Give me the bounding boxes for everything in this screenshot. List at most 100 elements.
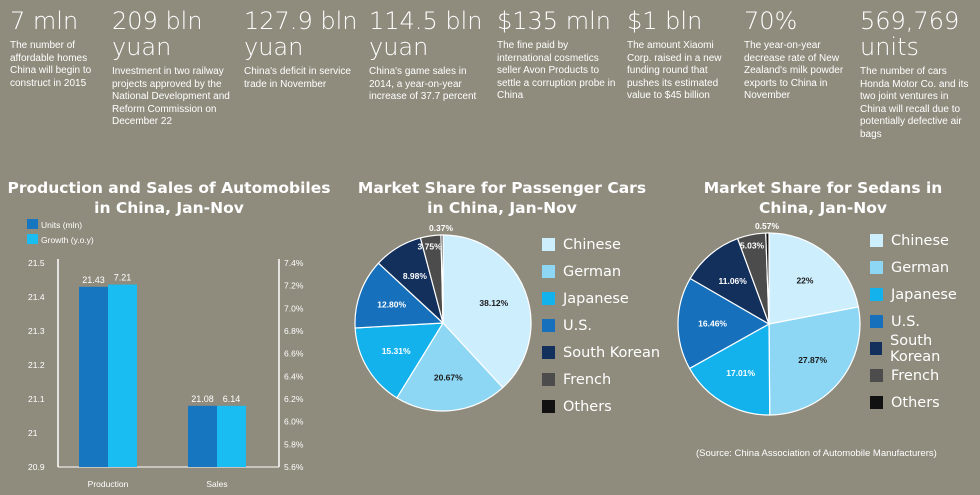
pie-chart-2-legend: Chinese German Japanese U.S. South Korean Fre… <box>870 227 980 416</box>
stat-description: The number of affordable homes China wil… <box>10 40 92 89</box>
left-axis-tick-label: 21.1 <box>28 394 45 404</box>
legend-label: Chinese <box>563 236 621 253</box>
legend-swatch <box>542 292 555 305</box>
stat-5: $1 bln The amount Xiaomi Corp. raised in… <box>627 8 735 103</box>
right-axis-tick-label: 5.6% <box>284 462 304 472</box>
legend-label: French <box>563 371 612 388</box>
pie-value-label: 38.12% <box>479 298 508 308</box>
pie-slice-others <box>440 234 444 324</box>
x-category-label: Sales <box>206 479 227 489</box>
pie-value-label: 12.80% <box>377 300 406 310</box>
legend-swatch <box>870 396 883 409</box>
legend-label: Japanese <box>563 290 629 307</box>
legend-item: South Korean <box>870 332 980 365</box>
pie-slice-others <box>765 232 770 325</box>
stat-value: 114.5 bln yuan <box>369 7 483 61</box>
legend-swatch <box>542 373 555 386</box>
pie-slice-chinese <box>442 234 532 389</box>
right-axis-tick-label: 6.6% <box>284 349 304 359</box>
stat-value: 209 bln yuan <box>112 7 203 61</box>
pie-chart-1-legend: Chinese German Japanese U.S. South Korean Fre… <box>542 231 660 420</box>
pie-value-label: 8.98% <box>403 271 428 281</box>
legend-label: Others <box>563 398 612 415</box>
pie-slice-german <box>768 306 861 416</box>
legend-label: Japanese <box>891 286 957 303</box>
legend-item: German <box>542 258 660 285</box>
stat-2: 127.9 bln yuan China's deficit in servic… <box>244 8 362 91</box>
stat-description: Investment in two railway projects appro… <box>112 66 230 127</box>
legend-label: Others <box>891 394 940 411</box>
bar-chart: Units (mln) Growth (y.o.y) 21.5 21.4 21.3 2… <box>27 219 304 489</box>
pie-value-label: 22% <box>796 276 813 286</box>
right-axis-tick-label: 5.8% <box>284 439 304 449</box>
stat-description: The number of cars Honda Motor Co. and i… <box>860 66 969 140</box>
pie-value-label: 5.03% <box>740 240 765 250</box>
pie-value-label: 0.57% <box>755 221 780 231</box>
left-axis-tick-label: 20.9 <box>28 462 45 472</box>
legend-swatch <box>542 346 555 359</box>
bar-value-label: 21.08 <box>191 394 214 404</box>
legend-item: Japanese <box>542 285 660 312</box>
legend-label: German <box>563 263 622 280</box>
stat-7: 569,769 units The number of cars Honda M… <box>860 8 972 141</box>
pie-chart-passenger-cars: 38.12% 20.67% 15.31% 12.80% 8.98% 3.75% 0.37% <box>354 223 532 412</box>
legend-label: South Korean <box>563 344 661 361</box>
stat-description: China's deficit in service trade in Nove… <box>244 66 351 90</box>
legend-swatch <box>542 238 555 251</box>
pie-value-label: 0.37% <box>429 223 454 233</box>
bar-units-production <box>79 286 108 467</box>
legend-item: U.S. <box>542 312 660 339</box>
bar-growth-production <box>108 284 137 467</box>
stat-description: The fine paid by international cosmetics… <box>497 40 616 101</box>
right-axis-tick-label: 6.2% <box>284 394 304 404</box>
legend-item: U.S. <box>870 308 980 335</box>
legend-swatch <box>870 288 883 301</box>
legend-swatch <box>542 319 555 332</box>
legend-item: Others <box>542 393 660 420</box>
legend-label-growth: Growth (y.o.y) <box>41 235 94 245</box>
stat-value: 70% <box>744 7 798 35</box>
pie-value-label: 3.75% <box>418 241 443 251</box>
legend-item: French <box>542 366 660 393</box>
stat-description: China's game sales in 2014, a year-on-ye… <box>369 66 477 102</box>
stat-1: 209 bln yuan Investment in two railway p… <box>112 8 236 129</box>
source-note: (Source: China Association of Automobile… <box>696 448 937 459</box>
bar-chart-title: Production and Sales of Automobiles in C… <box>7 179 331 217</box>
pie-value-label: 11.06% <box>718 276 747 286</box>
pie-value-label: 15.31% <box>382 346 411 356</box>
left-axis-tick-label: 21.2 <box>28 360 45 370</box>
stat-value: 569,769 units <box>860 7 960 61</box>
legend-label-units: Units (mln) <box>41 220 82 230</box>
pie-chart-1-title: Market Share for Passenger Cars in China… <box>357 179 647 217</box>
left-axis-tick-label: 21.4 <box>28 292 45 302</box>
legend-item: Others <box>870 389 980 416</box>
right-axis-tick-label: 7.2% <box>284 281 304 291</box>
legend-label: U.S. <box>563 317 593 334</box>
stat-4: $135 mln The fine paid by international … <box>497 8 617 103</box>
pie-value-label: 17.01% <box>726 368 755 378</box>
right-axis-tick-label: 7.4% <box>284 258 304 268</box>
legend-swatch <box>542 265 555 278</box>
legend-item: South Korean <box>542 339 660 366</box>
legend-label: U.S. <box>891 313 921 330</box>
legend-swatch <box>870 315 883 328</box>
stat-value: 127.9 bln yuan <box>244 7 358 61</box>
legend-label: South Korean <box>890 332 941 365</box>
legend-swatch-growth <box>27 234 38 244</box>
legend-item: Japanese <box>870 281 980 308</box>
legend-label: German <box>891 259 950 276</box>
legend-label: Chinese <box>891 232 949 249</box>
legend-swatch <box>870 261 883 274</box>
bar-value-label: 7.21 <box>114 273 132 283</box>
legend-item: Chinese <box>870 227 980 254</box>
pie-chart-sedans: 22% 27.87% 17.01% 16.46% 11.06% 5.03% 0.57% <box>677 221 861 416</box>
x-category-label: Production <box>88 479 129 489</box>
stat-6: 70% The year-on-year decrease rate of Ne… <box>744 8 852 103</box>
legend-swatch <box>870 342 883 355</box>
bar-value-label: 21.43 <box>82 275 105 285</box>
bar-value-label: 6.14 <box>223 394 241 404</box>
legend-label: French <box>891 367 940 384</box>
pie-slice-german <box>396 322 504 412</box>
stat-value: 7 mln <box>10 7 79 35</box>
stat-3: 114.5 bln yuan China's game sales in 201… <box>369 8 489 104</box>
